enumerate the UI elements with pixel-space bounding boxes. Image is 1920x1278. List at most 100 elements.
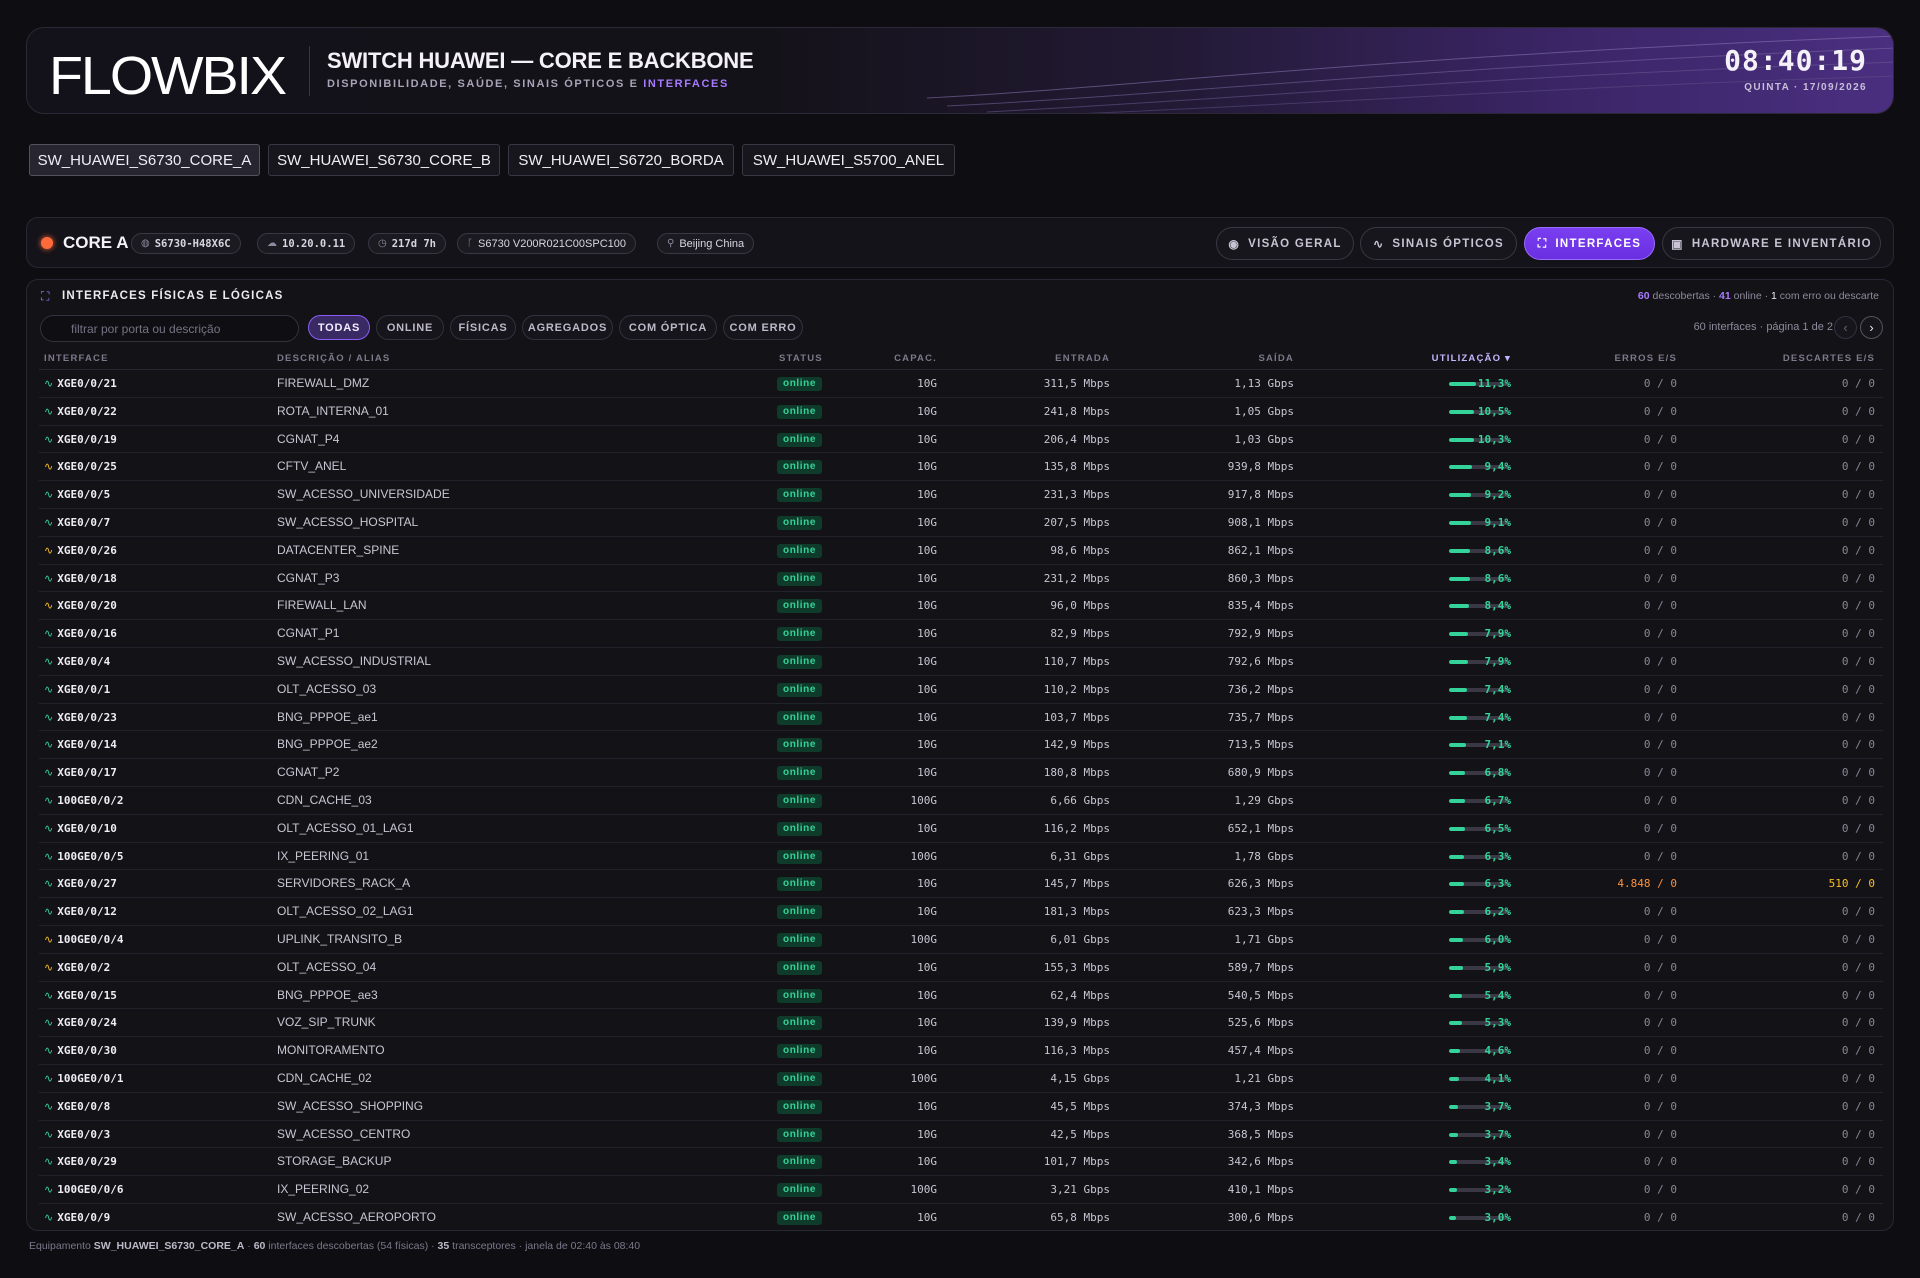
flowbix-logo[interactable]: FLOWBIX bbox=[49, 42, 289, 106]
prev-page-button[interactable]: ‹ bbox=[1834, 316, 1857, 339]
interface-cell[interactable]: ∿ XGE0/0/10 bbox=[44, 822, 117, 835]
interface-cell[interactable]: ∿ XGE0/0/8 bbox=[44, 1100, 110, 1113]
interface-cell[interactable]: ∿ XGE0/0/18 bbox=[44, 572, 117, 585]
interface-cell[interactable]: ∿ XGE0/0/12 bbox=[44, 905, 117, 918]
table-row[interactable]: ∿ XGE0/0/24 VOZ_SIP_TRUNK online 10G 139,9 Mb… bbox=[39, 1009, 1883, 1038]
table-row[interactable]: ∿ XGE0/0/30 MONITORAMENTO online 10G 116,3 Mb… bbox=[39, 1037, 1883, 1065]
interface-cell[interactable]: ∿ XGE0/0/7 bbox=[44, 516, 110, 529]
discards-cell: 0 / 0 bbox=[1841, 515, 1875, 529]
tab-visao-geral[interactable]: ◉ VISÃO GERAL bbox=[1216, 227, 1354, 260]
interface-cell[interactable]: ∿ XGE0/0/2 bbox=[44, 961, 110, 974]
table-row[interactable]: ∿ XGE0/0/26 DATACENTER_SPINE online 10G 98,6 … bbox=[39, 537, 1883, 565]
table-row[interactable]: ∿ XGE0/0/1 OLT_ACESSO_03 online 10G 110,2 Mbp… bbox=[39, 676, 1883, 704]
table-row[interactable]: ∿ XGE0/0/14 BNG_PPPOE_ae2 online 10G 142,9 Mb… bbox=[39, 731, 1883, 760]
status-badge: online bbox=[777, 1071, 823, 1086]
out-cell: 917,8 Mbps bbox=[1227, 488, 1294, 502]
interface-cell[interactable]: ∿ 100GE0/0/2 bbox=[44, 794, 123, 807]
interface-cell[interactable]: ∿ XGE0/0/23 bbox=[44, 711, 117, 724]
tab-interfaces[interactable]: ⛶ INTERFACES bbox=[1524, 227, 1655, 260]
interface-cell[interactable]: ∿ XGE0/0/25 bbox=[44, 460, 117, 473]
utilization-cell: 3,7% bbox=[1484, 1127, 1512, 1141]
table-row[interactable]: ∿ XGE0/0/25 CFTV_ANEL online 10G 135,8 Mbps 93… bbox=[39, 453, 1883, 482]
utilization-cell: 6,5% bbox=[1484, 821, 1512, 835]
discards-cell: 0 / 0 bbox=[1841, 1016, 1875, 1030]
interface-cell[interactable]: ∿ XGE0/0/3 bbox=[44, 1128, 110, 1141]
table-row[interactable]: ∿ XGE0/0/22 ROTA_INTERNA_01 online 10G 241,8 … bbox=[39, 398, 1883, 426]
interface-cell[interactable]: ∿ XGE0/0/5 bbox=[44, 488, 110, 501]
table-row[interactable]: ∿ XGE0/0/17 CGNAT_P2 online 10G 180,8 Mbps 680… bbox=[39, 759, 1883, 787]
interface-cell[interactable]: ∿ XGE0/0/20 bbox=[44, 599, 117, 612]
table-row[interactable]: ∿ XGE0/0/2 OLT_ACESSO_04 online 10G 155,3 Mbp… bbox=[39, 954, 1883, 982]
table-row[interactable]: ∿ XGE0/0/29 STORAGE_BACKUP online 10G 101,7 M… bbox=[39, 1148, 1883, 1177]
table-row[interactable]: ∿ XGE0/0/15 BNG_PPPOE_ae3 online 10G 62,4 Mbp… bbox=[39, 982, 1883, 1010]
table-row[interactable]: ∿ XGE0/0/5 SW_ACESSO_UNIVERSIDADE online 10G… bbox=[39, 481, 1883, 509]
device-tab-anel[interactable]: SW_HUAWEI_S5700_ANEL bbox=[742, 144, 955, 176]
col-utilization[interactable]: UTILIZAÇÃO ▾ bbox=[1431, 353, 1511, 364]
description-cell: OLT_ACESSO_04 bbox=[277, 959, 377, 974]
next-page-button[interactable]: › bbox=[1860, 316, 1883, 339]
interface-cell[interactable]: ∿ 100GE0/0/5 bbox=[44, 850, 123, 863]
table-row[interactable]: ∿ XGE0/0/23 BNG_PPPOE_ae1 online 10G 103,7 Mb… bbox=[39, 704, 1883, 732]
col-status[interactable]: STATUS bbox=[779, 353, 823, 364]
device-tab-borda[interactable]: SW_HUAWEI_S6720_BORDA bbox=[508, 144, 734, 176]
search-input[interactable] bbox=[40, 315, 299, 342]
interface-cell[interactable]: ∿ XGE0/0/4 bbox=[44, 655, 110, 668]
interface-cell[interactable]: ∿ XGE0/0/16 bbox=[44, 627, 117, 640]
col-out[interactable]: SAÍDA bbox=[1258, 353, 1294, 364]
col-errors[interactable]: ERROS E/S bbox=[1614, 353, 1677, 364]
table-row[interactable]: ∿ XGE0/0/10 OLT_ACESSO_01_LAG1 online 10G 116… bbox=[39, 815, 1883, 843]
table-row[interactable]: ∿ XGE0/0/27 SERVIDORES_RACK_A online 10G 145,… bbox=[39, 870, 1883, 899]
interface-cell[interactable]: ∿ XGE0/0/14 bbox=[44, 738, 117, 751]
table-row[interactable]: ∿ XGE0/0/12 OLT_ACESSO_02_LAG1 online 10G 181… bbox=[39, 898, 1883, 926]
filter-agregados[interactable]: AGREGADOS bbox=[522, 315, 613, 340]
interface-cell[interactable]: ∿ 100GE0/0/6 bbox=[44, 1183, 123, 1196]
table-row[interactable]: ∿ 100GE0/0/6 IX_PEERING_02 online 100G 3,21 G… bbox=[39, 1176, 1883, 1204]
interface-cell[interactable]: ∿ XGE0/0/19 bbox=[44, 433, 117, 446]
interface-cell[interactable]: ∿ XGE0/0/21 bbox=[44, 377, 117, 390]
table-row[interactable]: ∿ 100GE0/0/5 IX_PEERING_01 online 100G 6,31 G… bbox=[39, 843, 1883, 871]
table-row[interactable]: ∿ XGE0/0/4 SW_ACESSO_INDUSTRIAL online 10G 11… bbox=[39, 648, 1883, 676]
filter-com-optica[interactable]: COM ÓPTICA bbox=[619, 315, 717, 340]
interface-cell[interactable]: ∿ XGE0/0/22 bbox=[44, 405, 117, 418]
in-cell: 231,3 Mbps bbox=[1043, 488, 1110, 502]
interface-cell[interactable]: ∿ XGE0/0/24 bbox=[44, 1016, 117, 1029]
col-interface[interactable]: INTERFACE bbox=[44, 353, 109, 364]
table-row[interactable]: ∿ XGE0/0/20 FIREWALL_LAN online 10G 96,0 Mbps… bbox=[39, 592, 1883, 621]
device-tab-core-a[interactable]: SW_HUAWEI_S6730_CORE_A bbox=[29, 144, 260, 176]
interface-cell[interactable]: ∿ XGE0/0/1 bbox=[44, 683, 110, 696]
interface-cell[interactable]: ∿ 100GE0/0/1 bbox=[44, 1072, 123, 1085]
interface-cell[interactable]: ∿ XGE0/0/9 bbox=[44, 1211, 110, 1224]
col-capacity[interactable]: CAPAC. bbox=[894, 353, 937, 364]
filter-com-erro[interactable]: COM ERRO bbox=[723, 315, 803, 340]
tab-hardware[interactable]: ▣ HARDWARE E INVENTÁRIO bbox=[1662, 227, 1881, 260]
col-description[interactable]: DESCRIÇÃO / ALIAS bbox=[277, 353, 391, 364]
interface-cell[interactable]: ∿ XGE0/0/26 bbox=[44, 544, 117, 557]
table-row[interactable]: ∿ XGE0/0/8 SW_ACESSO_SHOPPING online 10G 45,5… bbox=[39, 1093, 1883, 1121]
interface-cell[interactable]: ∿ 100GE0/0/4 bbox=[44, 933, 123, 946]
discards-cell: 0 / 0 bbox=[1841, 404, 1875, 418]
col-in[interactable]: ENTRADA bbox=[1055, 353, 1110, 364]
interface-cell[interactable]: ∿ XGE0/0/27 bbox=[44, 877, 117, 890]
table-row[interactable]: ∿ XGE0/0/16 CGNAT_P1 online 10G 82,9 Mbps 792,… bbox=[39, 620, 1883, 648]
interface-cell[interactable]: ∿ XGE0/0/29 bbox=[44, 1155, 117, 1168]
filter-fisicas[interactable]: FÍSICAS bbox=[450, 315, 516, 340]
table-row[interactable]: ∿ XGE0/0/21 FIREWALL_DMZ online 10G 311,5 Mbp… bbox=[39, 370, 1883, 398]
table-row[interactable]: ∿ XGE0/0/9 SW_ACESSO_AEROPORTO online 10G 65,… bbox=[39, 1204, 1883, 1230]
filter-online[interactable]: ONLINE bbox=[376, 315, 444, 340]
table-row[interactable]: ∿ XGE0/0/19 CGNAT_P4 online 10G 206,4 Mbps 1,0… bbox=[39, 426, 1883, 454]
tab-sinais-opticos[interactable]: ∿ SINAIS ÓPTICOS bbox=[1360, 227, 1517, 260]
table-row[interactable]: ∿ 100GE0/0/2 CDN_CACHE_03 online 100G 6,66 Gb… bbox=[39, 787, 1883, 815]
interface-cell[interactable]: ∿ XGE0/0/17 bbox=[44, 766, 117, 779]
footer-info: Equipamento SW_HUAWEI_S6730_CORE_A · 60 … bbox=[29, 1240, 640, 1252]
filter-todas[interactable]: TODAS bbox=[308, 315, 370, 340]
interface-cell[interactable]: ∿ XGE0/0/15 bbox=[44, 989, 117, 1002]
table-row[interactable]: ∿ XGE0/0/3 SW_ACESSO_CENTRO online 10G 42,5 M… bbox=[39, 1121, 1883, 1149]
col-discards[interactable]: DESCARTES E/S bbox=[1782, 353, 1875, 364]
table-row[interactable]: ∿ XGE0/0/18 CGNAT_P3 online 10G 231,2 Mbps 860… bbox=[39, 565, 1883, 593]
status-badge: online bbox=[777, 793, 823, 808]
table-row[interactable]: ∿ XGE0/0/7 SW_ACESSO_HOSPITAL online 10G 207,… bbox=[39, 509, 1883, 537]
device-tab-core-b[interactable]: SW_HUAWEI_S6730_CORE_B bbox=[268, 144, 500, 176]
table-row[interactable]: ∿ 100GE0/0/1 CDN_CACHE_02 online 100G 4,15 Gb… bbox=[39, 1065, 1883, 1093]
table-row[interactable]: ∿ 100GE0/0/4 UPLINK_TRANSITO_B online 100G 6,… bbox=[39, 926, 1883, 954]
interface-cell[interactable]: ∿ XGE0/0/30 bbox=[44, 1044, 117, 1057]
